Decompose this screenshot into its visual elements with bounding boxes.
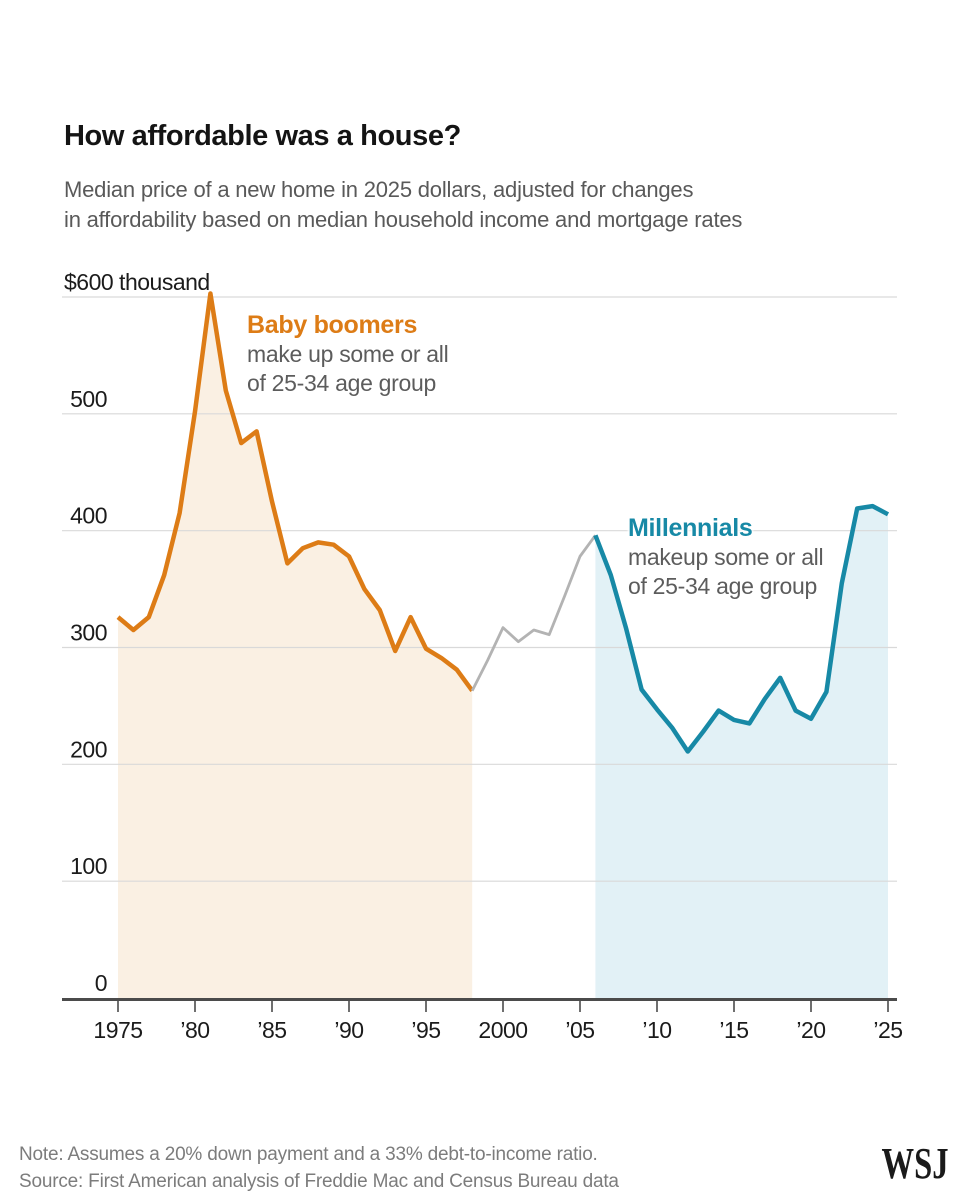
x-tick-label-2005: ’05 bbox=[565, 1017, 594, 1043]
annotation-baby-boomers-line1: make up some or all bbox=[247, 341, 449, 367]
x-tick-label-1980: ’80 bbox=[180, 1017, 209, 1043]
y-tick-label-0: 0 bbox=[95, 970, 107, 996]
annotation-millennials-line1: makeup some or all bbox=[628, 544, 824, 570]
x-tick-label-2025: ’25 bbox=[873, 1017, 902, 1043]
area-baby-boomers bbox=[118, 293, 473, 998]
y-tick-label-400: 400 bbox=[70, 503, 107, 529]
wsj-logo: WSJ bbox=[881, 1139, 948, 1188]
y-tick-label-100: 100 bbox=[70, 853, 107, 879]
x-tick-label-1995: ’95 bbox=[411, 1017, 440, 1043]
annotation-millennials-title: Millennials bbox=[628, 514, 753, 542]
y-axis-top-label: $600 thousand bbox=[64, 269, 210, 295]
page-subtitle-line-1: Median price of a new home in 2025 dolla… bbox=[64, 177, 694, 202]
annotation-baby-boomers: Baby boomers make up some or all of 25-3… bbox=[247, 310, 449, 398]
y-tick-label-500: 500 bbox=[70, 386, 107, 412]
annotation-baby-boomers-line2: of 25-34 age group bbox=[247, 370, 436, 396]
page-title: How affordable was a house? bbox=[64, 120, 461, 152]
x-tick-label-1985: ’85 bbox=[257, 1017, 286, 1043]
x-tick-label-2010: ’10 bbox=[642, 1017, 671, 1043]
area-millennials bbox=[595, 506, 888, 998]
annotation-baby-boomers-title: Baby boomers bbox=[247, 311, 418, 339]
annotation-millennials: Millennials makeup some or all of 25-34 … bbox=[628, 513, 824, 601]
x-tick-label-1975: 1975 bbox=[93, 1017, 142, 1043]
page-subtitle: Median price of a new home in 2025 dolla… bbox=[64, 175, 742, 235]
line-baby-boomers bbox=[116, 291, 475, 693]
line-transition bbox=[470, 534, 597, 692]
x-tick-label-2015: ’15 bbox=[719, 1017, 748, 1043]
x-tick-label-2020: ’20 bbox=[796, 1017, 825, 1043]
footer-note: Note: Assumes a 20% down payment and a 3… bbox=[19, 1144, 598, 1165]
y-tick-label-300: 300 bbox=[70, 620, 107, 646]
footer-source: Source: First American analysis of Fredd… bbox=[19, 1171, 619, 1192]
x-tick-label-2000: 2000 bbox=[478, 1017, 527, 1043]
line-millennials bbox=[593, 503, 890, 754]
y-tick-label-200: 200 bbox=[70, 736, 107, 762]
x-tick-label-1990: ’90 bbox=[334, 1017, 363, 1043]
page-subtitle-line-2: in affordability based on median househo… bbox=[64, 207, 743, 232]
annotation-millennials-line2: of 25-34 age group bbox=[628, 573, 817, 599]
